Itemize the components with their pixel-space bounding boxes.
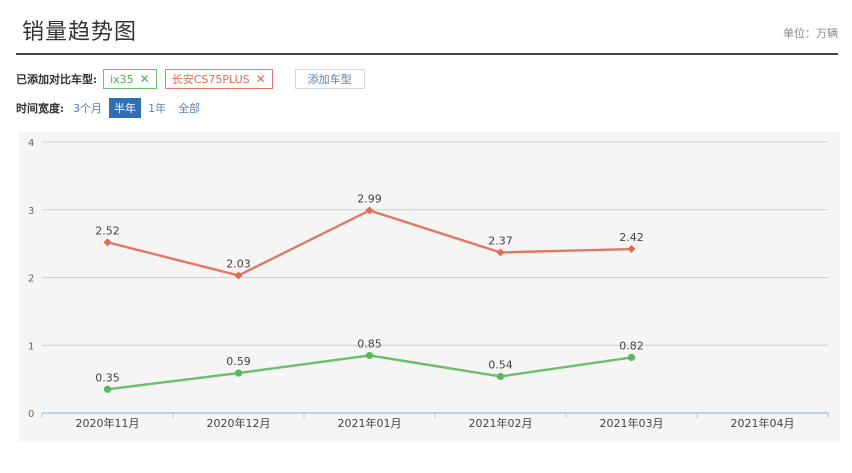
- data-label: 2.03: [226, 257, 251, 270]
- y-tick-label: 0: [28, 409, 34, 420]
- data-point: [103, 385, 112, 393]
- data-label: 0.35: [95, 371, 120, 384]
- compare-tag-label: 长安CS75PLUS: [171, 73, 250, 86]
- data-point: [365, 351, 374, 360]
- x-tick-label: 2021年02月: [469, 416, 533, 430]
- data-point: [627, 245, 636, 254]
- time-span-1-year[interactable]: 1年: [148, 102, 167, 115]
- page-title: 销量趋势图: [22, 20, 138, 45]
- data-point: [234, 369, 243, 377]
- data-label: 0.85: [357, 337, 382, 350]
- series-line: [107, 209, 632, 277]
- compare-row: 已添加对比车型: ix35 ✕ 长安CS75PLUS ✕ 添加车型: [16, 68, 365, 90]
- data-label: 2.52: [95, 224, 120, 237]
- time-span-half-year[interactable]: 半年: [109, 98, 142, 118]
- data-point: [234, 271, 243, 280]
- data-point: [365, 206, 374, 215]
- x-tick-label: 2021年01月: [338, 416, 402, 430]
- x-tick-label: 2020年12月: [207, 416, 271, 430]
- sales-trend-chart: 0 1 2 3 4 2020年11月 2020年12月 2021年01月 2021年02月 202…: [28, 138, 829, 430]
- unit-label: 单位：万辆: [783, 27, 838, 40]
- data-label: 2.37: [488, 234, 513, 247]
- y-tick-label: 1: [28, 341, 34, 352]
- data-point: [496, 372, 505, 381]
- add-model-button[interactable]: 添加车型: [294, 69, 365, 89]
- data-point: [627, 353, 636, 362]
- data-point: [496, 248, 505, 257]
- compare-tag-cs75plus: 长安CS75PLUS ✕: [164, 69, 273, 89]
- remove-icon[interactable]: ✕: [255, 72, 266, 86]
- compare-tag-label: ix35: [110, 72, 134, 86]
- time-span-3-months[interactable]: 3个月: [73, 102, 103, 115]
- data-label: 2.99: [357, 192, 382, 205]
- time-span-all[interactable]: 全部: [178, 102, 201, 115]
- remove-icon[interactable]: ✕: [139, 72, 150, 86]
- data-label: 2.42: [619, 231, 644, 244]
- header-divider: [16, 53, 838, 55]
- series-line: [107, 354, 632, 391]
- data-label: 0.82: [619, 339, 644, 352]
- x-tick-label: 2021年04月: [731, 416, 795, 430]
- compare-label: 已添加对比车型:: [16, 73, 98, 86]
- chart-panel: 0 1 2 3 4 2020年11月 2020年12月 2021年01月 2021年02月 202…: [18, 132, 840, 442]
- time-span-label: 时间宽度:: [16, 102, 65, 115]
- time-span-row: 时间宽度: 3个月 半年 1年 全部: [16, 98, 207, 118]
- data-point: [103, 238, 112, 247]
- data-label: 0.54: [488, 358, 513, 371]
- x-tick-label: 2021年03月: [600, 416, 664, 430]
- x-tick-label: 2020年11月: [76, 416, 140, 430]
- y-tick-label: 4: [28, 138, 34, 149]
- header: 销量趋势图 单位：万辆: [0, 0, 852, 55]
- y-tick-label: 2: [28, 274, 34, 285]
- y-tick-label: 3: [28, 206, 34, 217]
- compare-tag-ix35: ix35 ✕: [103, 69, 157, 89]
- data-label: 0.59: [226, 355, 251, 368]
